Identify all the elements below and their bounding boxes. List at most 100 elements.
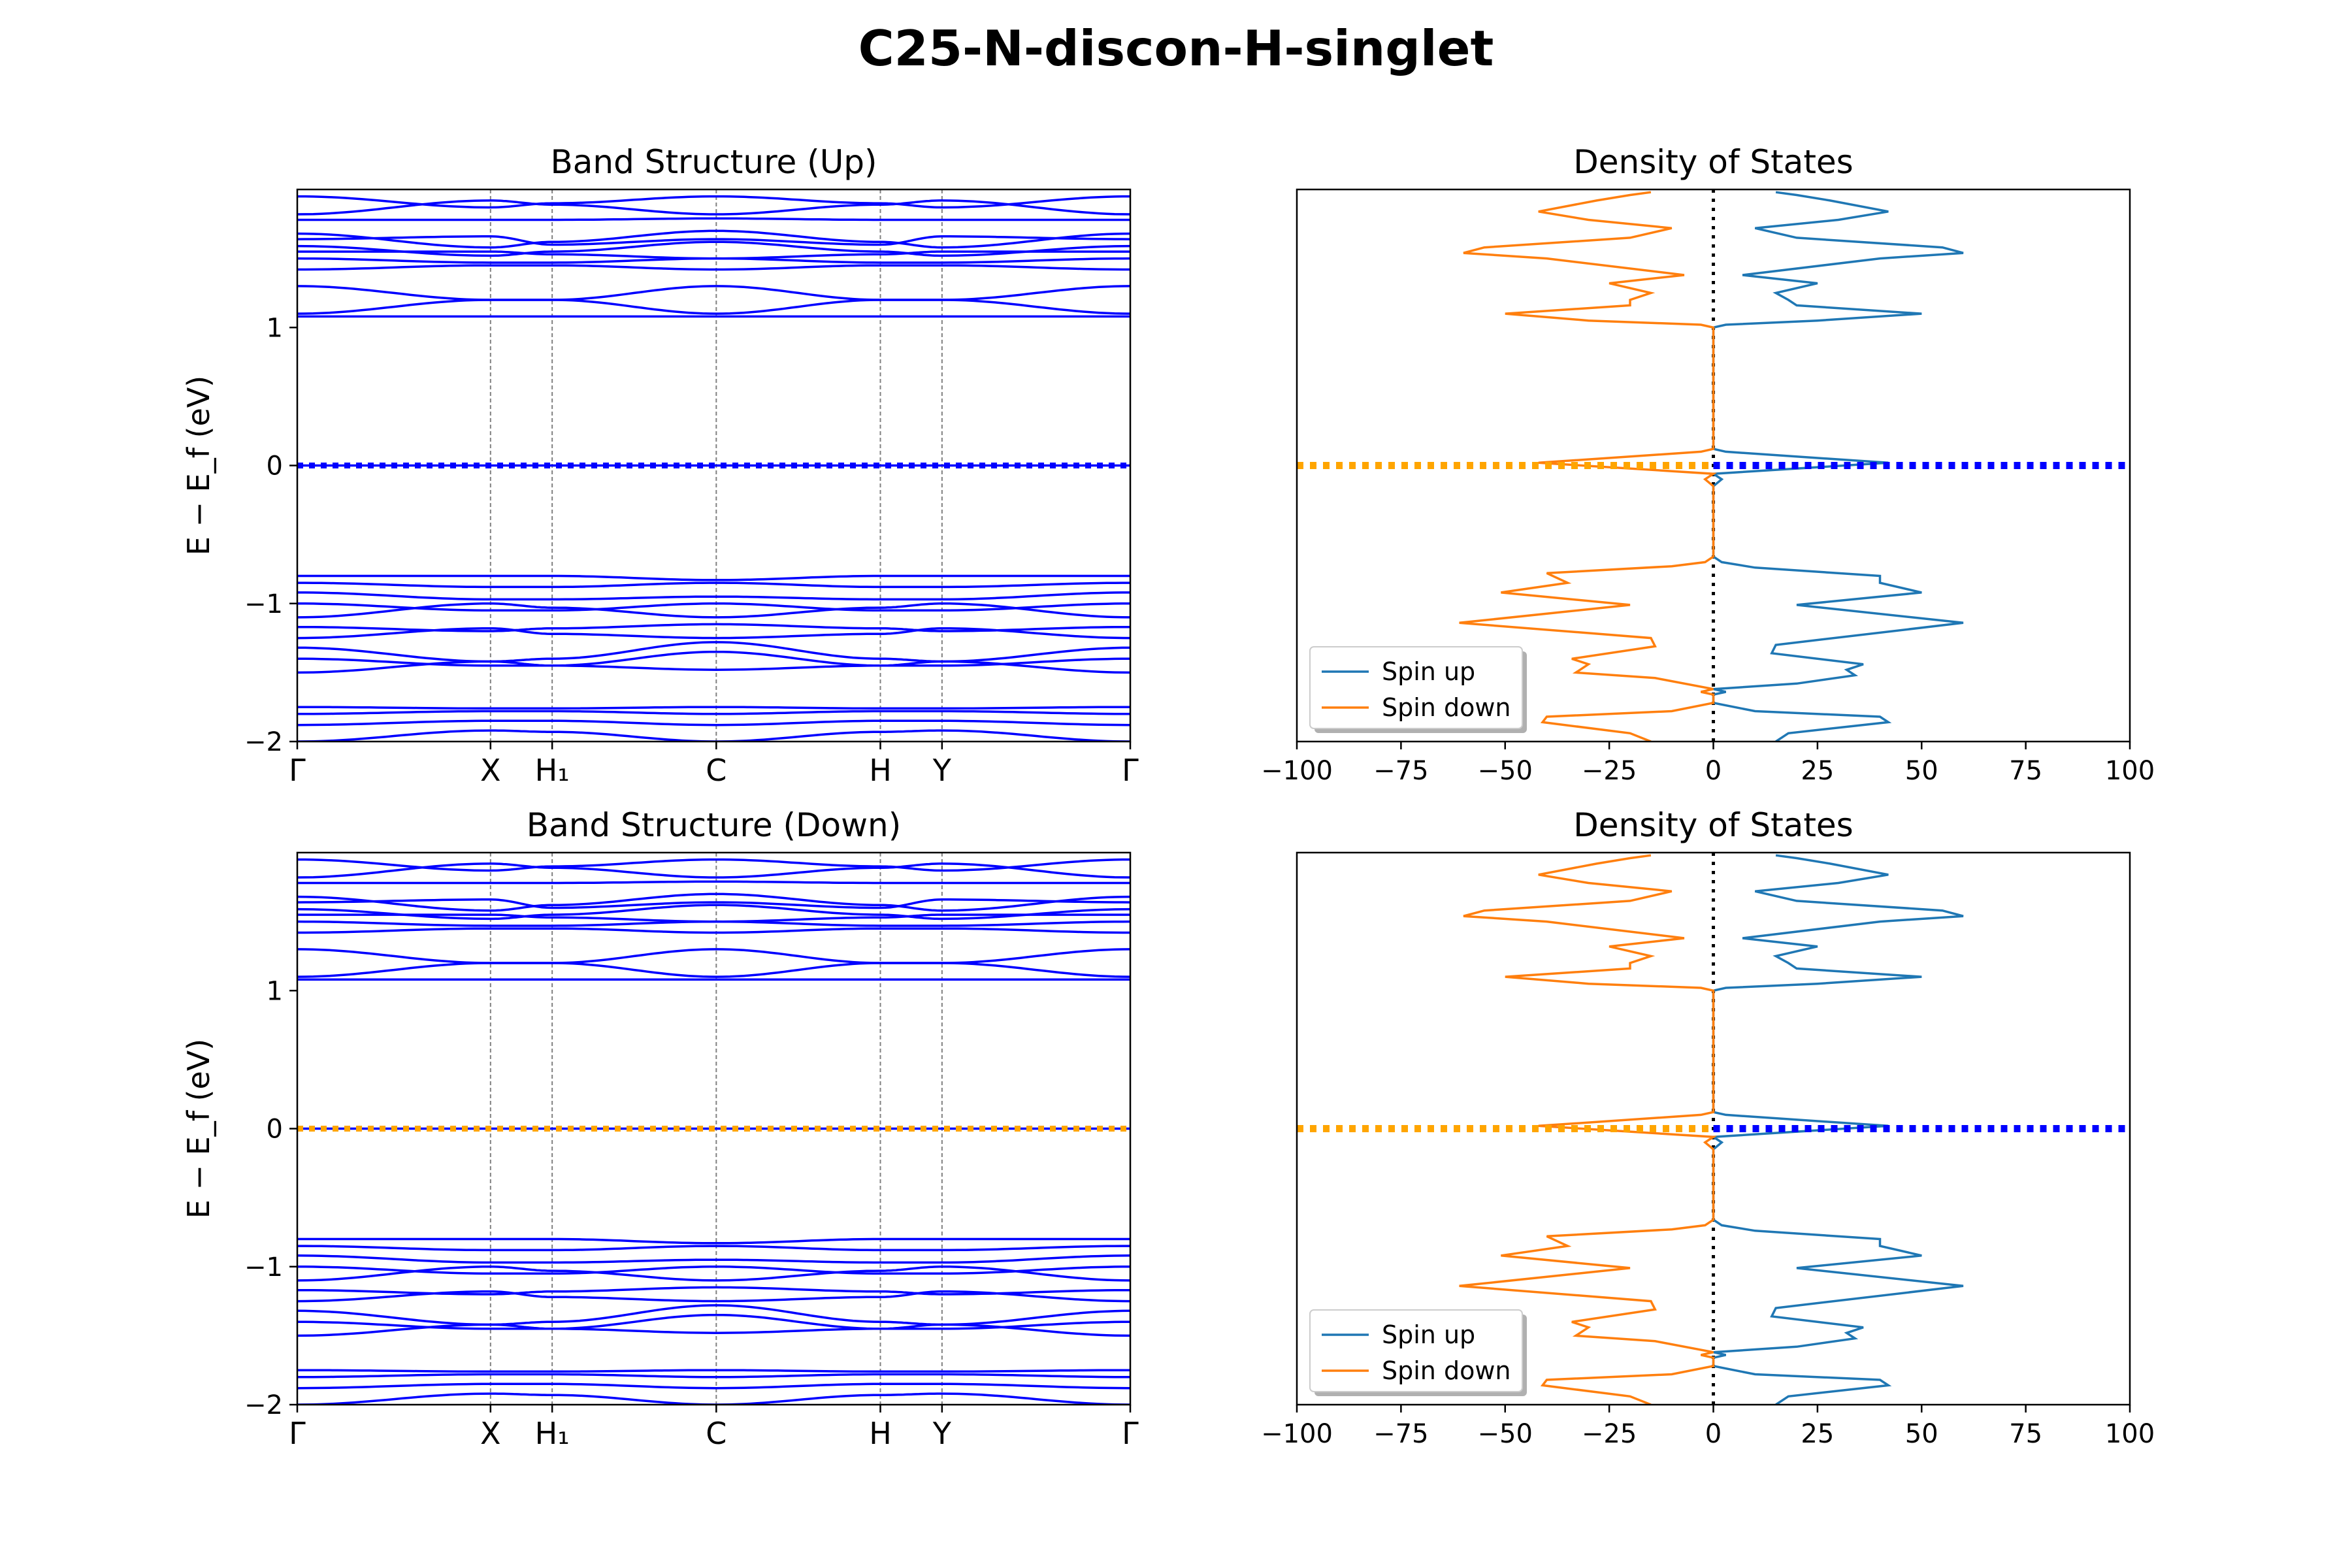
y-tick-label: 1 xyxy=(267,313,283,343)
kpoint-label: Y xyxy=(932,1416,952,1451)
dos-series-line xyxy=(1459,191,1717,742)
band-line xyxy=(297,1286,1130,1296)
y-tick-label: 0 xyxy=(267,451,283,482)
band-line xyxy=(297,904,1130,921)
band-line xyxy=(297,602,1130,619)
panel-title: Band Structure (Down) xyxy=(527,806,901,844)
panel-title: Density of States xyxy=(1573,143,1853,181)
band-line xyxy=(297,299,1130,315)
y-axis-label: E − E_f (eV) xyxy=(181,376,216,555)
y-tick-label: 0 xyxy=(267,1115,283,1145)
dos-series-line xyxy=(1459,854,1717,1405)
x-tick-label: −50 xyxy=(1478,756,1533,786)
band-line xyxy=(297,264,1130,271)
band-line xyxy=(297,235,1130,246)
band-line xyxy=(297,1237,1130,1245)
band-line xyxy=(297,920,1130,927)
x-tick-label: 100 xyxy=(2105,756,2155,786)
x-tick-label: −100 xyxy=(1261,756,1333,786)
band-line xyxy=(297,581,1130,589)
dos-series-line xyxy=(1710,854,1964,1405)
band-line xyxy=(297,1254,1130,1264)
x-tick-label: −100 xyxy=(1261,1419,1333,1449)
y-axis-label: E − E_f (eV) xyxy=(181,1039,216,1218)
legend-label: Spin down xyxy=(1382,693,1511,722)
band-line xyxy=(297,1323,1130,1337)
dos-plot-area xyxy=(1297,189,2130,742)
kpoint-label: Γ xyxy=(1122,753,1139,788)
kpoint-label: C xyxy=(706,753,727,788)
kpoint-label: X xyxy=(480,753,501,788)
legend-label: Spin down xyxy=(1382,1356,1511,1385)
x-tick-label: −50 xyxy=(1478,1419,1533,1449)
kpoint-label: Γ xyxy=(289,1416,306,1451)
band-line xyxy=(297,858,1130,872)
x-tick-label: 0 xyxy=(1705,756,1722,786)
band-line xyxy=(297,1245,1130,1252)
x-tick-label: 75 xyxy=(2009,1419,2042,1449)
x-tick-label: −25 xyxy=(1582,756,1637,786)
band-line xyxy=(297,240,1130,257)
legend-label: Spin up xyxy=(1382,657,1475,686)
band-line xyxy=(297,1382,1130,1390)
figure-title: C25-N-discon-H-singlet xyxy=(858,20,1494,77)
kpoint-label: Γ xyxy=(1122,1416,1139,1451)
band-line xyxy=(297,217,1130,221)
dos-panel-3: Density of States −100 −75 −50 −25 0 25 50 75 100… xyxy=(1261,806,2155,1449)
kpoint-label: H xyxy=(869,753,892,788)
band-structure-panel-2: Band Structure (Down) −2 −1 0 1 Γ X H₁ C H Y Γ E − E… xyxy=(181,806,1139,1451)
y-tick-label: −2 xyxy=(244,1390,283,1420)
x-tick-label: −75 xyxy=(1373,756,1428,786)
band-line xyxy=(297,1313,1130,1330)
band-structure-panel-0: Band Structure (Up) −2 −1 0 1 Γ X H₁ C H Y Γ E − E_f… xyxy=(181,143,1139,788)
band-line xyxy=(297,199,1130,216)
x-tick-label: 75 xyxy=(2009,756,2042,786)
band-line xyxy=(297,1373,1130,1379)
band-line xyxy=(297,880,1130,885)
band-line xyxy=(297,927,1130,934)
panel-title: Band Structure (Up) xyxy=(550,143,877,181)
band-line xyxy=(297,729,1130,742)
kpoint-label: H xyxy=(869,1416,892,1451)
x-tick-label: 25 xyxy=(1801,1419,1834,1449)
kpoint-label: Y xyxy=(932,753,952,788)
x-tick-label: 50 xyxy=(1905,756,1938,786)
x-tick-label: 100 xyxy=(2105,1419,2155,1449)
panels: Band Structure (Up) −2 −1 0 1 Γ X H₁ C H Y Γ E − E_f… xyxy=(181,143,2155,1451)
band-line xyxy=(297,623,1130,632)
dos-plot-area xyxy=(1297,853,2130,1405)
dos-panel-1: Density of States −100 −75 −50 −25 0 25 50 75 100… xyxy=(1261,143,2155,786)
band-line xyxy=(297,627,1130,640)
band-line xyxy=(297,1266,1130,1282)
kpoint-label: X xyxy=(480,1416,501,1451)
legend: Spin up Spin down xyxy=(1309,646,1527,733)
band-line xyxy=(297,1290,1130,1303)
band-line xyxy=(297,650,1130,667)
kpoint-label: C xyxy=(706,1416,727,1451)
x-tick-label: −75 xyxy=(1373,1419,1428,1449)
panel-title: Density of States xyxy=(1573,806,1853,844)
band-line xyxy=(297,962,1130,978)
band-line xyxy=(297,898,1130,909)
band-line xyxy=(297,719,1130,727)
band-plot-area xyxy=(297,853,1130,1405)
y-tick-label: −1 xyxy=(244,589,283,619)
legend-label: Spin up xyxy=(1382,1320,1475,1349)
band-line xyxy=(297,660,1130,674)
band-plot-area xyxy=(297,189,1130,742)
band-line xyxy=(297,574,1130,581)
band-line xyxy=(297,706,1130,710)
dos-series-line xyxy=(1710,191,1964,742)
y-tick-label: 1 xyxy=(267,976,283,1006)
band-line xyxy=(297,862,1130,879)
band-line xyxy=(297,591,1130,601)
kpoint-label: H₁ xyxy=(535,753,570,788)
band-line xyxy=(297,1369,1130,1373)
x-tick-label: −25 xyxy=(1582,1419,1637,1449)
band-line xyxy=(297,195,1130,209)
y-tick-label: −1 xyxy=(244,1252,283,1282)
x-tick-label: 50 xyxy=(1905,1419,1938,1449)
x-tick-label: 25 xyxy=(1801,756,1834,786)
band-line xyxy=(297,710,1130,715)
